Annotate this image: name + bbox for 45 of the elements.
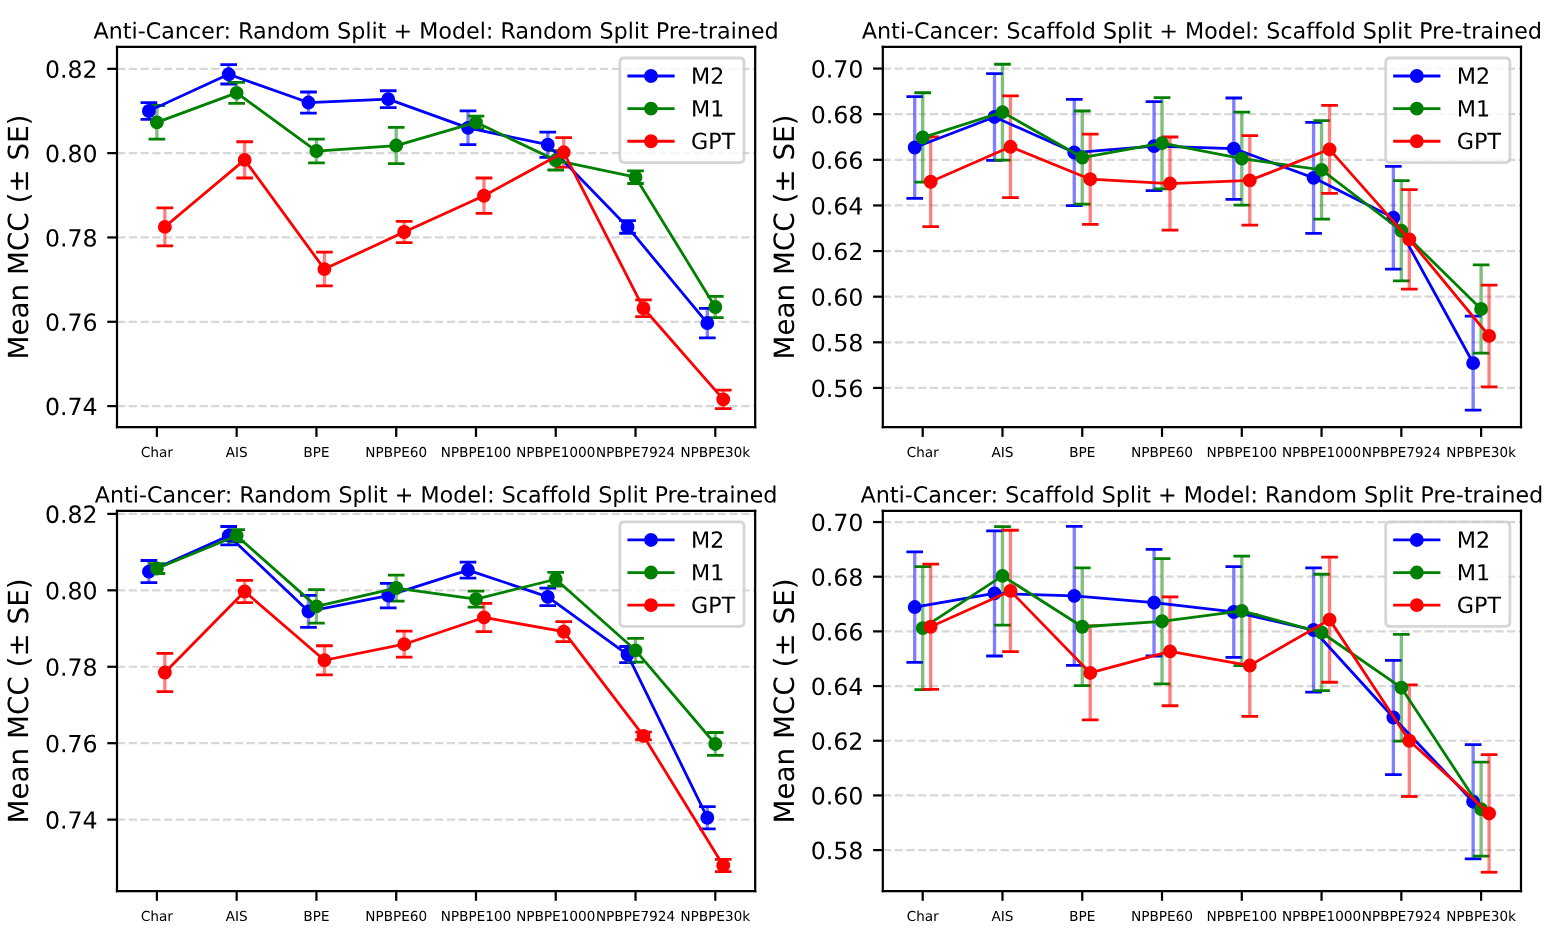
y-tick-label: 0.78 <box>46 658 96 677</box>
y-axis-title: Mean MCC (± SE) <box>7 580 32 821</box>
legend-label: M2 <box>1458 67 1488 84</box>
y-tick-label: 0.62 <box>812 732 862 751</box>
legend-label: GPT <box>1458 596 1502 614</box>
y-tick-label: 0.66 <box>812 622 862 641</box>
legend-label: M1 <box>1458 100 1489 117</box>
legend-label: M2 <box>693 531 723 548</box>
legend-label: GPT <box>1458 132 1502 150</box>
y-axis-title: Mean MCC (± SE) <box>7 116 32 357</box>
y-tick-label: 0.70 <box>812 60 862 78</box>
legend-label: GPT <box>692 132 736 150</box>
y-tick-label: 0.82 <box>46 60 96 79</box>
legend-label: M1 <box>1458 564 1489 581</box>
y-tick-label: 0.78 <box>46 228 96 247</box>
y-axis-title: Mean MCC (± SE) <box>772 580 798 821</box>
y-tick-label: 0.62 <box>812 242 862 261</box>
y-tick-label: 0.66 <box>812 151 862 170</box>
y-tick-label: 0.60 <box>812 288 862 306</box>
legend-label: M2 <box>1458 531 1488 548</box>
y-tick-label: 0.76 <box>46 734 97 753</box>
y-tick-label: 0.82 <box>46 505 96 524</box>
y-tick-label: 0.68 <box>812 568 862 587</box>
y-tick-label: 0.64 <box>812 196 863 215</box>
y-tick-label: 0.60 <box>812 786 862 805</box>
y-tick-label: 0.74 <box>46 397 97 416</box>
y-tick-label: 0.80 <box>46 144 96 163</box>
y-tick-label: 0.58 <box>812 333 862 352</box>
y-tick-label: 0.64 <box>812 677 863 696</box>
y-tick-label: 0.74 <box>46 811 97 829</box>
chart-title: Anti-Cancer: Scaffold Split + Model: Scaffold Split Pre-trained <box>862 21 1540 44</box>
chart-title: Anti-Cancer: Random Split + Model: Random Split Pre-trained <box>93 21 777 44</box>
legend-label: M1 <box>693 564 723 581</box>
legend-label: GPT <box>692 596 736 614</box>
y-axis-title: Mean MCC (± SE) <box>772 116 798 357</box>
chart-title: Anti-Cancer: Random Split + Model: Scaffold Split Pre-trained <box>94 485 776 508</box>
y-tick-label: 0.68 <box>812 105 862 124</box>
legend-label: M1 <box>693 100 723 117</box>
y-tick-label: 0.76 <box>46 313 97 332</box>
y-tick-label: 0.56 <box>812 379 862 398</box>
y-tick-label: 0.80 <box>46 581 96 600</box>
y-tick-label: 0.70 <box>812 513 862 532</box>
legend-label: M2 <box>693 67 723 84</box>
chart-title: Anti-Cancer: Scaffold Split + Model: Random Split Pre-trained <box>860 485 1542 508</box>
y-tick-label: 0.58 <box>812 841 862 860</box>
